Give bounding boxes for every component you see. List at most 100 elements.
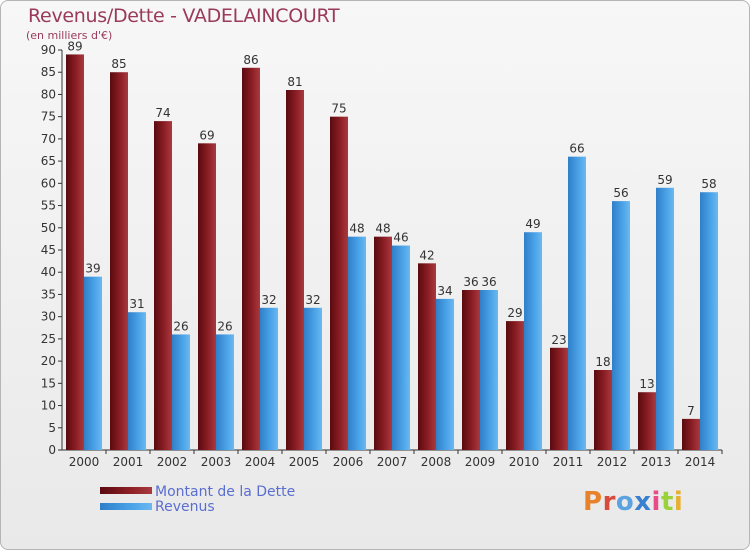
bar-revenue: [612, 201, 630, 450]
y-tick-label: 0: [48, 443, 56, 457]
bar-debt: [550, 347, 568, 450]
data-label-debt: 69: [199, 128, 214, 142]
bar-revenue: [172, 334, 190, 450]
bar-revenue: [568, 156, 586, 450]
data-label-revenue: 58: [701, 177, 716, 191]
bar-revenue: [84, 276, 102, 450]
x-tick-label: 2009: [465, 455, 496, 469]
bar-debt: [418, 263, 436, 450]
bar-revenue: [128, 312, 146, 450]
legend-label-debt: Montant de la Dette: [155, 484, 296, 500]
bar-revenue: [656, 187, 674, 450]
logo-letter: t: [660, 487, 674, 517]
data-label-revenue: 46: [393, 231, 408, 245]
x-tick-label: 2010: [509, 455, 540, 469]
bar-debt: [198, 143, 216, 451]
data-label-debt: 74: [155, 106, 170, 120]
bar-revenue: [348, 236, 366, 450]
x-tick-label: 2012: [597, 455, 628, 469]
bar-debt: [330, 116, 348, 451]
logo-letter: o: [615, 487, 635, 517]
data-label-debt: 36: [463, 275, 478, 289]
data-label-debt: 42: [419, 248, 434, 262]
data-label-debt: 7: [687, 404, 695, 418]
x-tick-label: 2002: [157, 455, 188, 469]
y-tick-label: 50: [41, 221, 56, 235]
bars: [66, 54, 718, 451]
x-tick-label: 2011: [553, 455, 584, 469]
y-tick-label: 85: [41, 65, 56, 79]
data-label-debt: 48: [375, 222, 390, 236]
x-tick-label: 2007: [377, 455, 408, 469]
bar-revenue: [392, 245, 410, 450]
y-tick-label: 20: [41, 354, 56, 368]
y-tick-label: 80: [41, 87, 56, 101]
bar-debt: [242, 67, 260, 451]
bar-revenue: [480, 290, 498, 450]
data-label-revenue: 32: [305, 293, 320, 307]
bar-debt: [638, 392, 656, 450]
bar-debt: [154, 121, 172, 450]
y-tick-label: 35: [41, 287, 56, 301]
data-label-debt: 86: [243, 53, 258, 67]
y-tick-label: 45: [41, 243, 56, 257]
data-label-debt: 89: [67, 39, 82, 53]
logo-letter: i: [651, 487, 661, 517]
y-tick-label: 60: [41, 176, 56, 190]
data-label-revenue: 34: [437, 284, 452, 298]
legend-label-revenue: Revenus: [155, 499, 215, 515]
data-label-revenue: 32: [261, 293, 276, 307]
data-label-revenue: 48: [349, 222, 364, 236]
data-label-debt: 85: [111, 57, 126, 71]
y-tick-label: 55: [41, 199, 56, 213]
x-tick-label: 2004: [245, 455, 276, 469]
bar-debt: [682, 418, 700, 450]
bar-debt: [286, 90, 304, 450]
proxiti-logo: Proxiti: [583, 487, 683, 517]
data-label-revenue: 49: [525, 217, 540, 231]
data-label-revenue: 26: [173, 319, 188, 333]
y-tick-label: 70: [41, 132, 56, 146]
data-label-revenue: 36: [481, 275, 496, 289]
bar-revenue: [216, 334, 234, 450]
axes: 0 5 10 15 20 25 30 35 40 45 50 55 60 65 70 75 80 85 90 2000…: [41, 43, 723, 469]
data-label-revenue: 59: [657, 173, 672, 187]
data-label-debt: 23: [551, 333, 566, 347]
x-tick-label: 2001: [113, 455, 144, 469]
x-tick-label: 2008: [421, 455, 452, 469]
bar-revenue: [436, 298, 454, 450]
data-label-debt: 13: [639, 377, 654, 391]
bar-debt: [110, 72, 128, 450]
y-tick-label: 30: [41, 310, 56, 324]
legend-swatch-revenue: [100, 503, 152, 510]
bar-debt: [462, 290, 480, 450]
x-tick-label: 2013: [641, 455, 672, 469]
y-tick-label: 65: [41, 154, 56, 168]
bar-debt: [594, 370, 612, 450]
y-tick-label: 10: [41, 399, 56, 413]
data-label-revenue: 66: [569, 142, 584, 156]
legend-swatches: [100, 487, 152, 510]
bar-debt: [66, 54, 84, 450]
x-tick-label: 2000: [69, 455, 100, 469]
data-label-debt: 18: [595, 355, 610, 369]
logo-letter: x: [634, 487, 652, 517]
y-tick-label: 75: [41, 110, 56, 124]
y-tick-label: 90: [41, 43, 56, 57]
y-tick-label: 40: [41, 265, 56, 279]
bar-revenue: [260, 307, 278, 450]
bar-revenue: [304, 307, 322, 450]
chart-title: Revenus/Dette - VADELAINCOURT: [28, 5, 340, 27]
y-tick-label: 15: [41, 376, 56, 390]
bar-debt: [506, 321, 524, 450]
x-tick-label: 2003: [201, 455, 232, 469]
data-label-debt: 81: [287, 75, 302, 89]
x-tick-label: 2014: [685, 455, 716, 469]
bar-revenue: [700, 192, 718, 450]
y-tick-label: 5: [48, 421, 56, 435]
data-label-debt: 29: [507, 306, 522, 320]
legend-swatch-debt: [100, 487, 152, 494]
x-tick-label: 2005: [289, 455, 320, 469]
data-label-revenue: 26: [217, 319, 232, 333]
